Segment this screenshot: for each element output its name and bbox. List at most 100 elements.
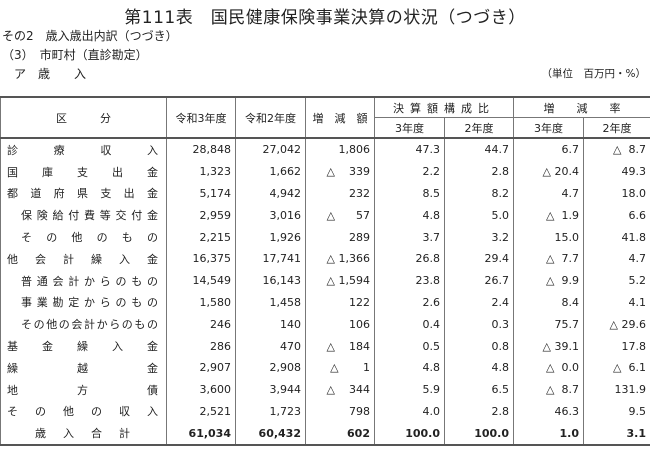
row-label: その他の収入 xyxy=(0,400,167,423)
table-row: 診療収入 28,848 27,042 1,806 47.3 44.7 6.7 △ 8.7 xyxy=(0,137,650,161)
row-label: 地方債 xyxy=(0,378,167,401)
value-r2: 470 xyxy=(235,335,306,357)
table-caption: ア 歳 入 xyxy=(14,67,87,81)
value-r3: 1,580 xyxy=(166,291,236,314)
table-row: 保険給付費等交付金 2,959 3,016 △ 57 4.8 5.0 △ 1.9 6.6 xyxy=(0,204,650,227)
value-change: 798 xyxy=(305,400,375,423)
value-change: 289 xyxy=(305,226,375,248)
value-rate-r2: △ 8.7 xyxy=(583,137,650,161)
value-r3: 14,549 xyxy=(166,269,236,292)
value-rate-r2: 41.8 xyxy=(583,226,650,248)
value-rate-r3: 15.0 xyxy=(513,226,584,248)
value-rate-r2: 4.1 xyxy=(583,291,650,314)
value-r2: 1,723 xyxy=(235,400,306,423)
value-r2: 60,432 xyxy=(235,422,306,447)
value-comp-r2: 3.2 xyxy=(444,226,514,248)
value-comp-r2: 2.8 xyxy=(444,160,514,183)
section-subtitle: その2 歳入歳出内訳（つづき） xyxy=(2,29,178,43)
value-r2: 27,042 xyxy=(235,137,306,161)
table-row: 都道府県支出金 5,174 4,942 232 8.5 8.2 4.7 18.0 xyxy=(0,182,650,205)
value-comp-r3: 4.0 xyxy=(374,400,445,423)
value-rate-r2: 6.6 xyxy=(583,204,650,227)
value-comp-r3: 0.4 xyxy=(374,313,445,336)
value-rate-r3: 8.4 xyxy=(513,291,584,314)
table-row: 他会計繰入金 16,375 17,741 △ 1,366 26.8 29.4 △ 7.7 4.… xyxy=(0,247,650,270)
value-rate-r2: △ 6.1 xyxy=(583,356,650,379)
value-r3: 286 xyxy=(166,335,236,357)
header-change: 増 減 額 xyxy=(305,96,375,139)
value-rate-r2: 49.3 xyxy=(583,160,650,183)
value-change: △ 339 xyxy=(305,160,375,183)
value-comp-r3: 47.3 xyxy=(374,137,445,161)
value-r3: 1,323 xyxy=(166,160,236,183)
value-rate-r3: △ 1.9 xyxy=(513,204,584,227)
value-r2: 2,908 xyxy=(235,356,306,379)
value-r2: 3,944 xyxy=(235,378,306,401)
value-r3: 2,521 xyxy=(166,400,236,423)
value-change: △ 57 xyxy=(305,204,375,227)
revenue-table: 区 分 令和3年度 令和2年度 増 減 額 決算額構成比 増 減 率 3年度 2… xyxy=(0,96,650,447)
table-row: 事業勘定からのもの 1,580 1,458 122 2.6 2.4 8.4 4.1 xyxy=(0,291,650,314)
value-change: 602 xyxy=(305,422,375,447)
value-change: △ 344 xyxy=(305,378,375,401)
header-comp-r3: 3年度 xyxy=(374,117,445,139)
value-rate-r3: △ 7.7 xyxy=(513,247,584,270)
value-rate-r2: 131.9 xyxy=(583,378,650,401)
table-row: その他のもの 2,215 1,926 289 3.7 3.2 15.0 41.8 xyxy=(0,226,650,248)
value-r2: 1,926 xyxy=(235,226,306,248)
value-comp-r2: 2.8 xyxy=(444,400,514,423)
value-r2: 17,741 xyxy=(235,247,306,270)
value-change: 1,806 xyxy=(305,137,375,161)
row-label: 繰越金 xyxy=(0,356,167,379)
value-comp-r3: 4.8 xyxy=(374,204,445,227)
header-rate-r3: 3年度 xyxy=(513,117,584,139)
value-r2: 1,458 xyxy=(235,291,306,314)
value-comp-r3: 4.8 xyxy=(374,356,445,379)
value-change: △ 1,366 xyxy=(305,247,375,270)
value-comp-r2: 0.8 xyxy=(444,335,514,357)
value-comp-r3: 2.6 xyxy=(374,291,445,314)
value-comp-r2: 29.4 xyxy=(444,247,514,270)
value-change: 122 xyxy=(305,291,375,314)
value-rate-r3: 46.3 xyxy=(513,400,584,423)
unit-note: （単位 百万円・%） xyxy=(541,68,646,80)
value-rate-r2: △ 29.6 xyxy=(583,313,650,336)
value-r3: 16,375 xyxy=(166,247,236,270)
header-comp-r2: 2年度 xyxy=(444,117,514,139)
value-r2: 1,662 xyxy=(235,160,306,183)
table-row: 歳入合計 61,034 60,432 602 100.0 100.0 1.0 3.1 xyxy=(0,422,650,447)
row-label: 保険給付費等交付金 xyxy=(0,204,167,227)
value-comp-r3: 5.9 xyxy=(374,378,445,401)
table-row: その他の収入 2,521 1,723 798 4.0 2.8 46.3 9.5 xyxy=(0,400,650,423)
value-rate-r2: 4.7 xyxy=(583,247,650,270)
value-r3: 2,215 xyxy=(166,226,236,248)
row-label: 歳入合計 xyxy=(0,422,167,447)
value-r3: 2,907 xyxy=(166,356,236,379)
subsection-subtitle: （3） 市町村（直診勘定） xyxy=(2,48,148,62)
value-comp-r2: 100.0 xyxy=(444,422,514,447)
row-label: 普通会計からのもの xyxy=(0,269,167,292)
value-r2: 3,016 xyxy=(235,204,306,227)
value-rate-r2: 9.5 xyxy=(583,400,650,423)
value-rate-r2: 3.1 xyxy=(583,422,650,447)
value-comp-r3: 2.2 xyxy=(374,160,445,183)
row-label: その他のもの xyxy=(0,226,167,248)
value-change: △ 184 xyxy=(305,335,375,357)
value-rate-r2: 5.2 xyxy=(583,269,650,292)
row-label: 他会計繰入金 xyxy=(0,247,167,270)
value-comp-r3: 100.0 xyxy=(374,422,445,447)
value-comp-r2: 44.7 xyxy=(444,137,514,161)
value-rate-r3: △ 20.4 xyxy=(513,160,584,183)
value-change: 232 xyxy=(305,182,375,205)
value-comp-r2: 2.4 xyxy=(444,291,514,314)
value-rate-r3: △ 9.9 xyxy=(513,269,584,292)
value-comp-r3: 26.8 xyxy=(374,247,445,270)
value-rate-r2: 17.8 xyxy=(583,335,650,357)
table-row: 国庫支出金 1,323 1,662 △ 339 2.2 2.8 △ 20.4 49.3 xyxy=(0,160,650,183)
value-comp-r2: 26.7 xyxy=(444,269,514,292)
value-r3: 28,848 xyxy=(166,137,236,161)
value-r2: 4,942 xyxy=(235,182,306,205)
value-change: 106 xyxy=(305,313,375,336)
value-rate-r3: △ 0.0 xyxy=(513,356,584,379)
value-rate-r3: 6.7 xyxy=(513,137,584,161)
